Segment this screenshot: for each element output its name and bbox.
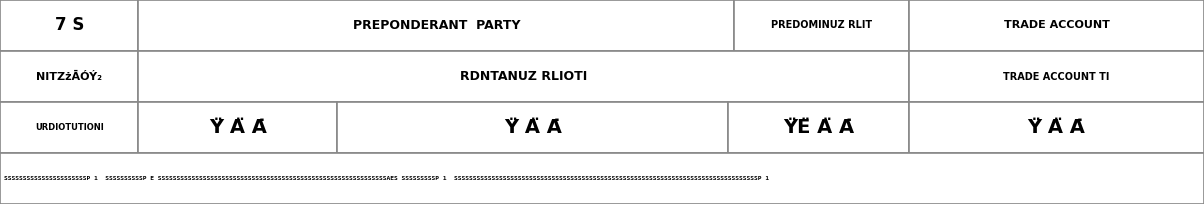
Text: SSSSSSSSSSSSSSSSSSSSSSP 1  SSSSSSSSSSP E SSSSSSSSSSSSSSSSSSSSSSSSSSSSSSSSSSSSSSS: SSSSSSSSSSSSSSSSSSSSSSP 1 SSSSSSSSSSP E … bbox=[4, 176, 768, 181]
Text: TRADE ACCOUNT TI: TRADE ACCOUNT TI bbox=[1003, 71, 1110, 82]
Text: Ÿ Ä Ȧ: Ÿ Ä Ȧ bbox=[208, 118, 267, 137]
Bar bbox=[0, 102, 138, 153]
Bar bbox=[138, 102, 337, 153]
Bar bbox=[0, 0, 138, 51]
Text: PREDOMINUZ RLIT: PREDOMINUZ RLIT bbox=[772, 20, 872, 31]
Bar bbox=[909, 51, 1204, 102]
Bar bbox=[728, 102, 909, 153]
Text: Ÿ Ä Ȧ: Ÿ Ä Ȧ bbox=[1027, 118, 1086, 137]
Text: PREPONDERANT  PARTY: PREPONDERANT PARTY bbox=[353, 19, 520, 32]
Text: ŸË Ä Ȧ: ŸË Ä Ȧ bbox=[783, 118, 855, 137]
Bar bbox=[138, 51, 909, 102]
Bar bbox=[138, 0, 734, 51]
Text: NITZżĀÓÝ₂: NITZżĀÓÝ₂ bbox=[36, 71, 102, 82]
Text: URDIOTUTIONI: URDIOTUTIONI bbox=[35, 123, 104, 132]
Bar bbox=[909, 102, 1204, 153]
Bar bbox=[0, 153, 1204, 204]
Text: Ÿ Ä Ȧ: Ÿ Ä Ȧ bbox=[503, 118, 562, 137]
Bar bbox=[0, 51, 138, 102]
Text: TRADE ACCOUNT: TRADE ACCOUNT bbox=[1004, 20, 1109, 31]
Bar bbox=[734, 0, 909, 51]
Text: 7 S: 7 S bbox=[54, 17, 84, 34]
Text: RDNTANUZ RLIOTI: RDNTANUZ RLIOTI bbox=[460, 70, 588, 83]
Bar bbox=[909, 0, 1204, 51]
Bar bbox=[337, 102, 728, 153]
